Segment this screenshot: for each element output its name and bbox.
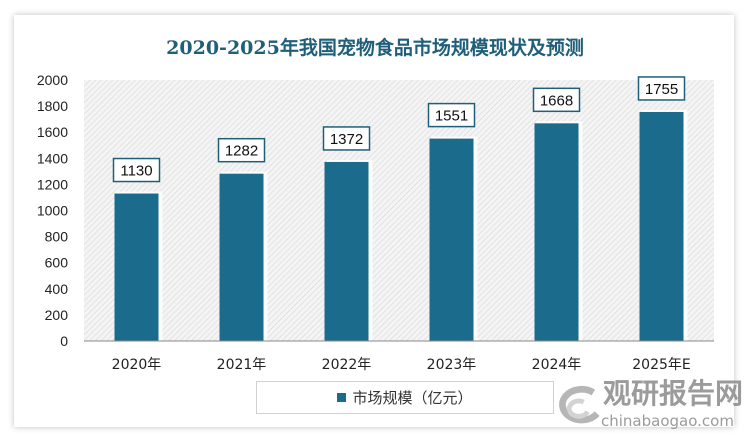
y-tick-label: 600 — [45, 255, 69, 271]
data-label-box — [637, 76, 686, 101]
x-tick-label: 2020年 — [112, 357, 162, 373]
y-tick-label: 1600 — [37, 124, 68, 140]
y-tick-label: 2000 — [37, 72, 68, 88]
data-label-box — [112, 157, 161, 183]
data-label-box — [427, 102, 476, 128]
data-label: 1551 — [435, 108, 468, 125]
data-label: 1755 — [645, 81, 678, 98]
data-label: 1282 — [225, 143, 258, 160]
y-tick-label: 800 — [45, 229, 69, 245]
data-label-box — [217, 137, 266, 163]
bar — [324, 161, 369, 341]
x-tick-label: 2022年 — [322, 357, 372, 373]
bar — [639, 111, 684, 341]
y-tick-label: 1000 — [37, 203, 68, 219]
y-tick-label: 200 — [45, 307, 69, 323]
legend-swatch — [337, 393, 347, 402]
x-tick-label: 2021年 — [217, 357, 267, 373]
y-tick-label: 400 — [45, 281, 69, 297]
bar — [219, 173, 264, 341]
data-label: 1372 — [330, 131, 363, 148]
chart-title: 2020-2025年我国宠物食品市场规模现状及预测 — [166, 37, 584, 59]
data-label: 1668 — [540, 92, 573, 109]
legend-label: 市场规模（亿元） — [352, 389, 473, 407]
legend: 市场规模（亿元） — [256, 381, 554, 414]
plot-area — [84, 80, 714, 341]
x-tick-label: 2023年 — [427, 357, 477, 373]
bar — [429, 138, 474, 341]
x-tick-label: 2024年 — [532, 357, 582, 373]
data-label: 1130 — [120, 163, 152, 180]
y-tick-label: 1400 — [37, 150, 68, 166]
y-tick-label: 1800 — [37, 98, 68, 114]
data-label-box — [532, 87, 581, 113]
y-tick-label: 1200 — [37, 176, 68, 192]
watermark-logo-icon — [559, 386, 600, 424]
bar — [534, 123, 579, 342]
watermark-en: chinabaogao.com — [601, 412, 734, 430]
watermark-cn: 观研报告网 — [603, 377, 744, 410]
y-tick-label: 0 — [60, 333, 68, 349]
data-label-box — [322, 126, 371, 151]
watermark: 观研报告网 chinabaogao.com — [555, 378, 745, 438]
x-tick-label: 2025年E — [632, 357, 690, 373]
bar — [114, 193, 159, 341]
